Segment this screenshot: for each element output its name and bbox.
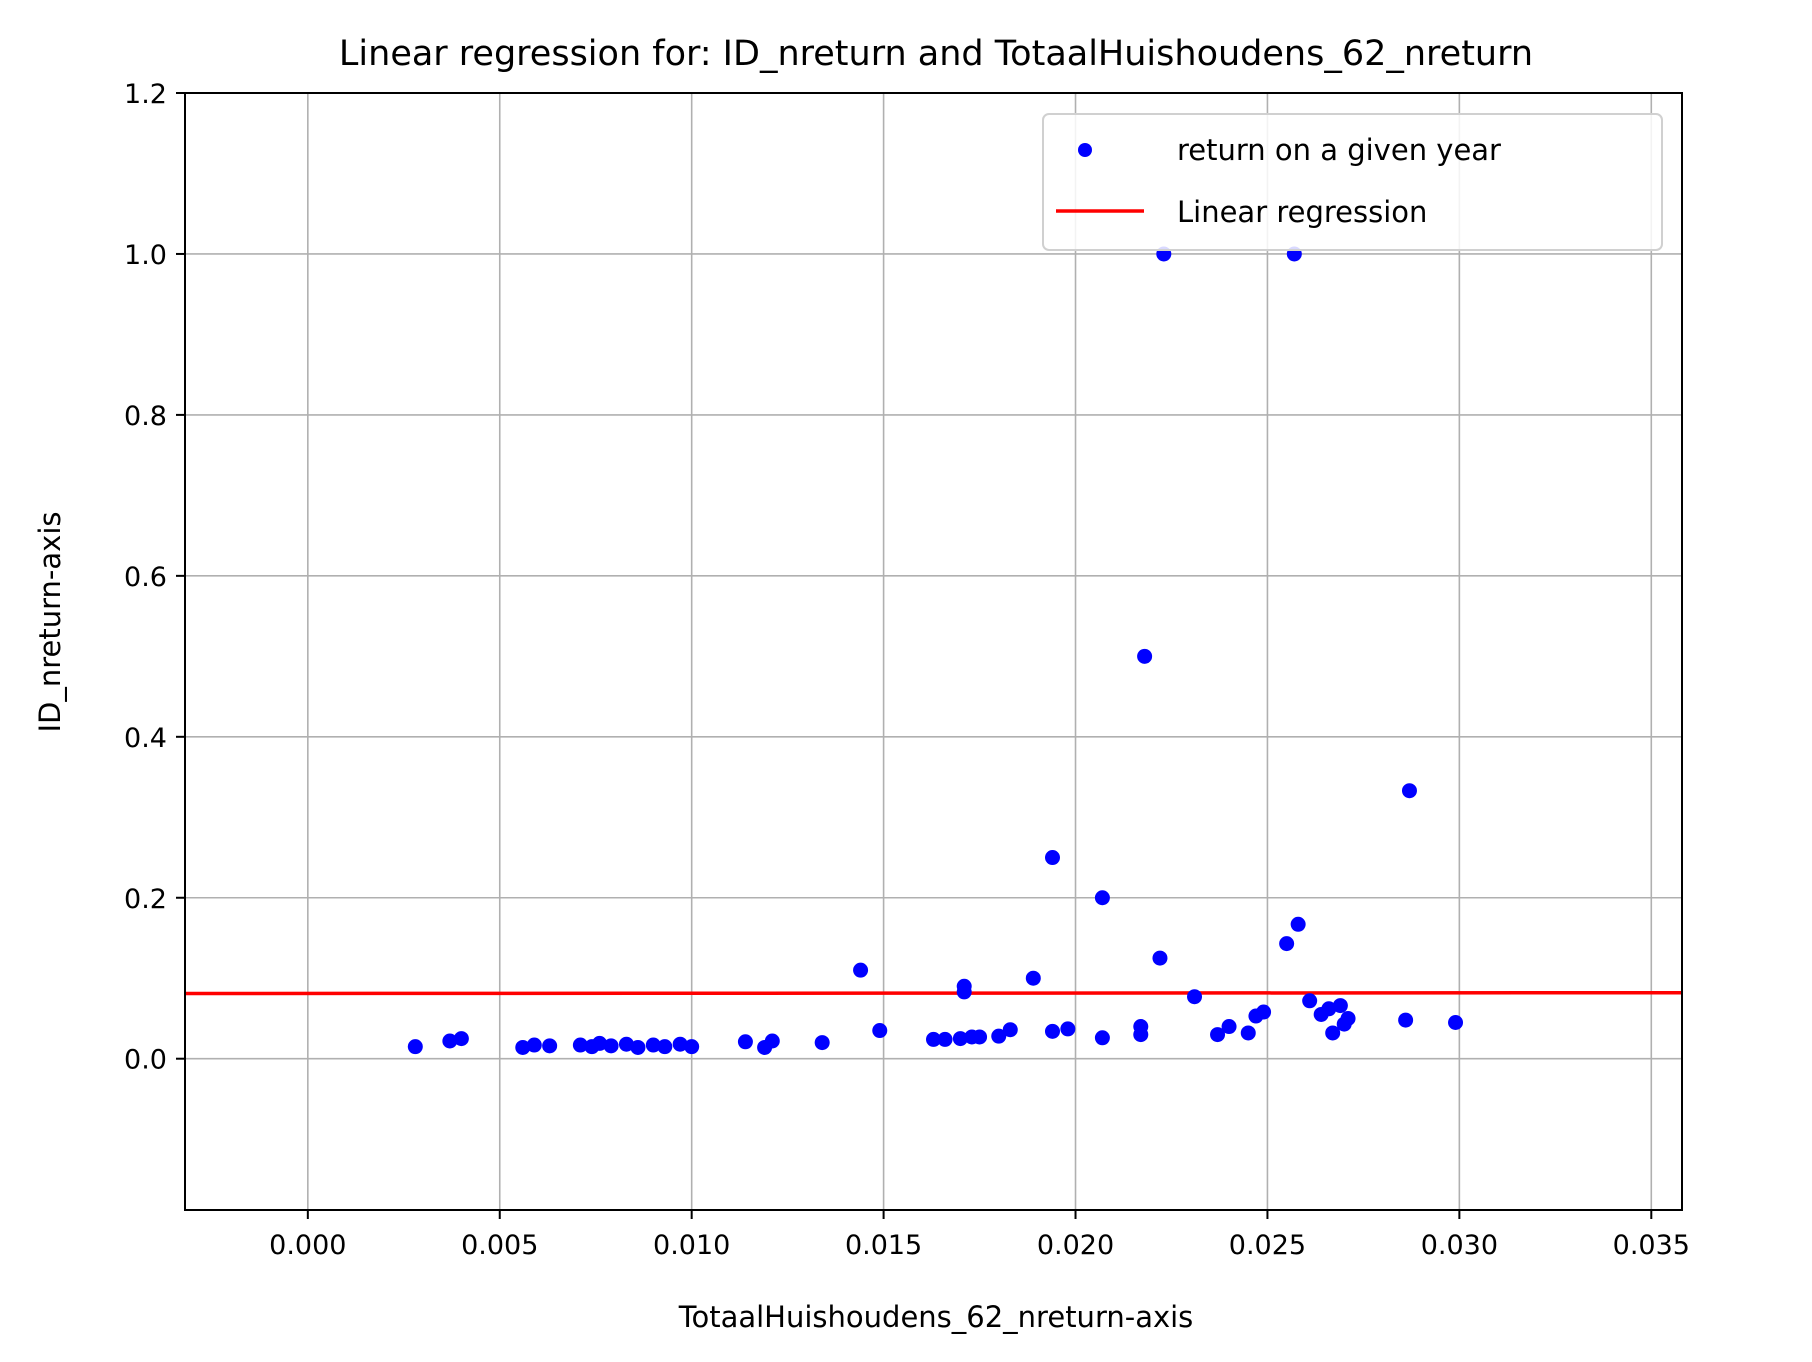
data-point [1332,998,1348,1014]
data-point [603,1038,619,1054]
y-axis-label: ID_nreturn-axis [33,512,67,733]
y-tick-label: 1.0 [124,240,167,271]
y-tick-label: 0.2 [124,884,167,915]
data-point [1210,1027,1226,1043]
x-tick-label: 0.030 [1421,1230,1498,1261]
data-point [1133,1019,1149,1035]
x-tick-label: 0.005 [461,1230,538,1261]
data-point [657,1039,673,1055]
y-tick-label: 0.8 [124,401,167,432]
data-point [1398,1012,1414,1028]
data-point [1240,1025,1256,1041]
data-point [952,1031,968,1047]
data-point [991,1028,1007,1044]
data-point [972,1029,988,1045]
data-point [1321,1001,1337,1017]
x-tick-label: 0.010 [653,1230,730,1261]
data-point [1448,1014,1464,1030]
data-point [407,1039,423,1055]
data-point [1340,1010,1356,1026]
x-tick-label: 0.000 [269,1230,346,1261]
data-point [1044,850,1060,866]
x-axis-label: TotaalHuishoudens_62_nreturn-axis [678,1300,1194,1334]
regression-line-group [184,990,1683,996]
data-point [630,1039,646,1055]
y-tick-label: 1.2 [124,79,167,110]
data-point [764,1033,780,1049]
data-point [1187,989,1203,1005]
x-axis-ticks: 0.000 0.005 0.010 0.015 0.020 0.025 0.030 0.035 [269,1210,1690,1261]
x-tick-label: 0.015 [845,1230,922,1261]
data-point [1094,890,1110,906]
data-point [737,1034,753,1050]
legend-label-line: Linear regression [1177,195,1427,229]
data-point [442,1033,458,1049]
data-point [872,1023,888,1039]
data-point [937,1031,953,1047]
data-point [814,1035,830,1051]
y-tick-label: 0.6 [124,562,167,593]
data-point [645,1037,661,1053]
data-point [1094,1030,1110,1046]
y-tick-label: 0.0 [124,1045,167,1076]
x-tick-label: 0.035 [1613,1230,1690,1261]
data-point [672,1036,688,1052]
data-point [1256,1004,1272,1020]
data-point [1290,916,1306,932]
data-point [572,1037,588,1053]
regression-line [184,990,1683,996]
data-point [1025,970,1041,986]
data-point [926,1031,941,1047]
data-point [1044,1023,1060,1039]
data-point [1221,1019,1237,1035]
data-point [618,1036,634,1052]
data-point [853,962,869,978]
legend-scatter-marker [1078,143,1092,157]
data-point [1279,936,1295,952]
data-point [592,1035,608,1051]
data-point [453,1031,469,1047]
y-tick-label: 0.4 [124,723,167,754]
scatter-points [407,246,1464,1055]
x-tick-label: 0.020 [1037,1230,1114,1261]
data-point [526,1037,542,1053]
data-point [1401,783,1417,799]
legend-box [1042,113,1663,251]
data-point [1325,1025,1341,1041]
x-tick-label: 0.025 [1229,1230,1306,1261]
data-point [684,1039,700,1055]
plot-frame [184,92,1683,1211]
chart-title: Linear regression for: ID_nreturn and To… [339,34,1533,74]
data-point [1002,1022,1018,1038]
legend: return on a given year Linear regression [1042,113,1663,251]
y-axis-ticks: 0.0 0.2 0.4 0.6 0.8 1.0 1.2 [124,79,185,1076]
data-point [1060,1021,1076,1037]
data-point [956,984,972,1000]
data-point [1137,648,1153,664]
legend-label-scatter: return on a given year [1177,133,1501,167]
data-point [515,1039,531,1055]
data-point [1302,993,1318,1009]
data-point [1152,950,1168,966]
data-point [542,1038,558,1054]
